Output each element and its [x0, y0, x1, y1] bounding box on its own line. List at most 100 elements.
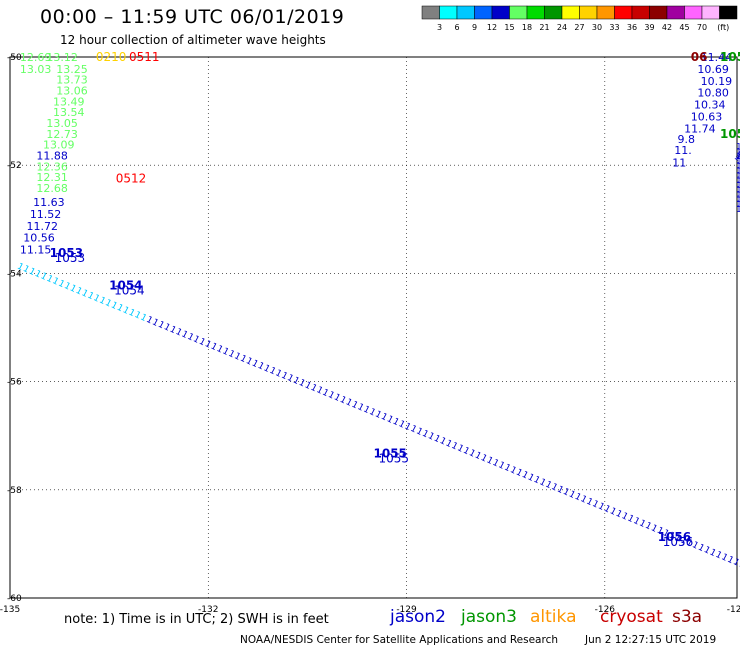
wave-height-value: 11.88 [36, 149, 68, 162]
track-point: 1 [273, 368, 283, 380]
track-point: 1 [320, 388, 330, 400]
track-point: 1 [367, 407, 377, 419]
track-point: 1 [731, 557, 740, 569]
track-point: 1 [109, 300, 119, 312]
track-point: 1 [15, 262, 25, 274]
track-point: 1 [479, 453, 489, 465]
wave-height-value: 10.56 [23, 232, 55, 245]
colorbar-tick-label: 24 [557, 23, 567, 32]
track-point: 1 [637, 518, 647, 530]
time-label-echo: 1056 [663, 535, 694, 549]
track-point: 1 [80, 288, 90, 300]
wave-height-value: 10.19 [701, 75, 733, 88]
track-point: 1 [714, 550, 724, 562]
y-tick-label: -54 [7, 269, 22, 279]
track-point: 1 [197, 337, 207, 349]
colorbar-unit: (ft) [717, 23, 729, 32]
track-point: 1 [397, 419, 407, 431]
track-point: 1 [315, 385, 325, 397]
track-point: 1 [408, 424, 418, 436]
track-point: 1 [115, 303, 125, 315]
wave-height-value: 10.63 [691, 111, 723, 124]
track-point: 1 [455, 443, 465, 455]
track-point: 1 [496, 460, 506, 472]
wave-height-value: 13.49 [53, 95, 85, 108]
track-point: 1 [174, 327, 184, 339]
colorbar-swatch [509, 5, 528, 20]
colorbar-tick-label: 27 [574, 23, 584, 32]
track-point: 1 [92, 293, 102, 305]
x-tick-label: -124 [727, 605, 740, 615]
colorbar-swatch [719, 5, 738, 20]
colorbar-swatch [631, 5, 650, 20]
time-label-echo: 1054 [114, 284, 145, 298]
wave-height-value: 10.80 [697, 87, 729, 100]
track-point: 1 [385, 414, 395, 426]
colorbar-swatch [561, 5, 580, 20]
colorbar-tick-label: 12 [487, 23, 497, 32]
track-point: 1 [549, 482, 559, 494]
track-point: 1 [502, 463, 512, 475]
track-point: 1 [291, 376, 301, 388]
colorbar-tick-label: 45 [679, 23, 689, 32]
wave-height-value: 13.09 [43, 139, 75, 152]
track-point: 1 [426, 431, 436, 443]
colorbar-swatch [526, 5, 545, 20]
colorbar-swatch [666, 5, 685, 20]
track-point: 1 [303, 380, 313, 392]
wave-height-value: 13.73 [56, 74, 88, 87]
time-label: 1058 [720, 127, 740, 141]
colorbar-tick-label: 21 [539, 23, 549, 32]
track-point: 1 [262, 363, 272, 375]
track-point: 1 [667, 531, 677, 543]
track-point: 1 [168, 325, 178, 337]
colorbar-swatch [491, 5, 510, 20]
track-point: 1 [156, 320, 166, 332]
track-point: 1 [643, 521, 653, 533]
track-point: 1 [596, 502, 606, 514]
track-point: 1 [50, 276, 60, 288]
wave-height-value: 12.36 [36, 160, 68, 173]
track-point: 1 [655, 526, 665, 538]
track-point: 1 [438, 436, 448, 448]
colorbar-tick-label: 39 [644, 23, 654, 32]
track-point: 1 [450, 441, 460, 453]
wave-height-value: 13.25 [56, 63, 88, 76]
colorbar-swatch [701, 5, 720, 20]
track-point: 1 [725, 555, 735, 567]
track-point: 1 [631, 516, 641, 528]
track-point: 1 [737, 145, 740, 156]
plot-frame [9, 56, 738, 599]
colorbar-tick-label: 18 [522, 23, 532, 32]
y-tick-label: -50 [7, 53, 22, 63]
track-point: 1 [256, 361, 266, 373]
track-point: 1 [491, 458, 501, 470]
colorbar-tick-label: 3 [437, 23, 442, 32]
time-label: 0210 [96, 50, 127, 64]
track-point: 1 [736, 157, 740, 167]
track-point: 1 [736, 143, 740, 153]
track-point: 1 [736, 195, 740, 205]
wave-height-value: 10.69 [697, 63, 729, 76]
chart-subtitle: 12 hour collection of altimeter wave hei… [60, 33, 326, 47]
colorbar-swatch [579, 5, 598, 20]
track-point: 1 [514, 468, 524, 480]
track-point: 1 [678, 535, 688, 547]
colorbar-swatch [474, 5, 493, 20]
track-point: 1 [673, 533, 683, 545]
wave-height-value: 11.44 [701, 51, 733, 64]
track-point: 1 [144, 315, 154, 327]
wave-height-value: 11.52 [30, 208, 61, 221]
track-point: 1 [684, 538, 694, 550]
wave-height-value: 13.05 [46, 117, 78, 130]
track-point: 1 [737, 560, 740, 572]
colorbar-tick-label: 42 [662, 23, 672, 32]
track-point: 1 [232, 351, 242, 363]
track-point: 1 [191, 334, 201, 346]
track-point: 1 [39, 271, 49, 283]
colorbar-swatch [544, 5, 563, 20]
track-point: 1 [185, 332, 195, 344]
track-point: 1 [473, 451, 483, 463]
track-point: 1 [45, 274, 55, 286]
track-point: 1 [532, 475, 542, 487]
